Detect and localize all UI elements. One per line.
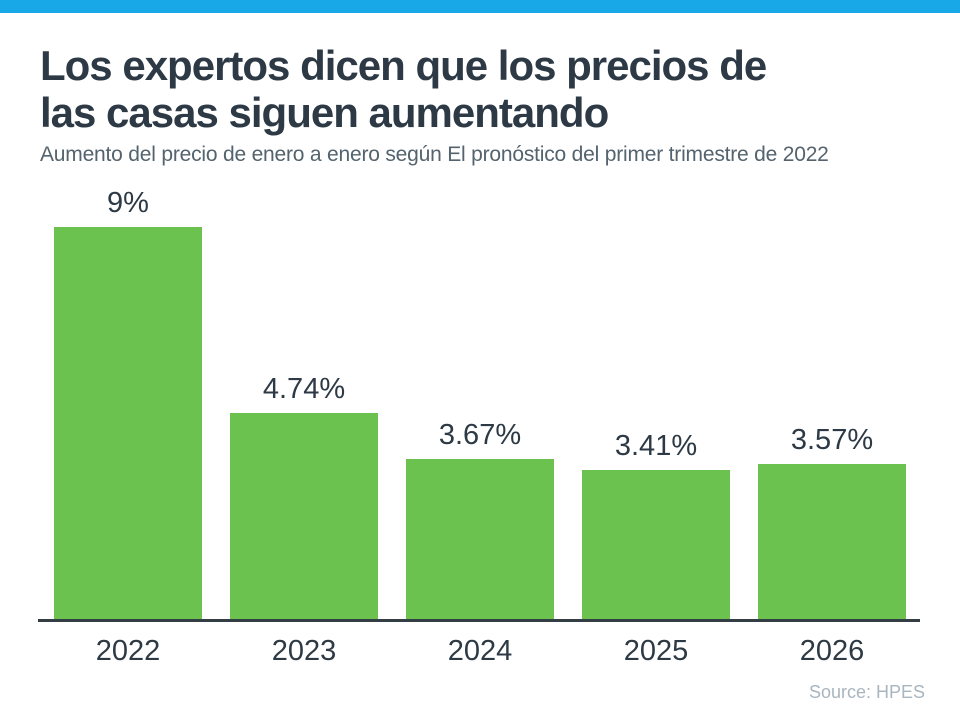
page-title-line-1: Los expertos dicen que los precios de (40, 42, 767, 89)
x-axis-tick-label: 2022 (95, 635, 161, 667)
x-axis-tick-label: 2023 (271, 635, 337, 667)
bar (54, 227, 202, 619)
x-axis-tick-label: 2024 (447, 635, 513, 667)
bar-value-label: 3.67% (438, 419, 522, 451)
bar (406, 459, 554, 619)
source-caption: Source: HPES (808, 682, 925, 702)
x-axis-tick-label: 2026 (799, 635, 865, 667)
bar-value-label: 4.74% (262, 373, 346, 405)
top-accent-bar (0, 0, 960, 13)
bar (582, 470, 730, 619)
bar (230, 413, 378, 619)
page-title-line-2: las casas siguen aumentando (40, 89, 609, 136)
bar (758, 464, 906, 619)
bar-value-label: 9% (107, 187, 149, 219)
x-axis-line (38, 619, 920, 622)
bar-value-label: 3.41% (614, 430, 698, 462)
page-title: Los expertos dicen que los precios de la… (40, 42, 900, 136)
chart-subtitle: Aumento del precio de enero a enero segú… (40, 143, 829, 166)
x-axis-tick-label: 2025 (623, 635, 689, 667)
bar-value-label: 3.57% (790, 424, 874, 456)
